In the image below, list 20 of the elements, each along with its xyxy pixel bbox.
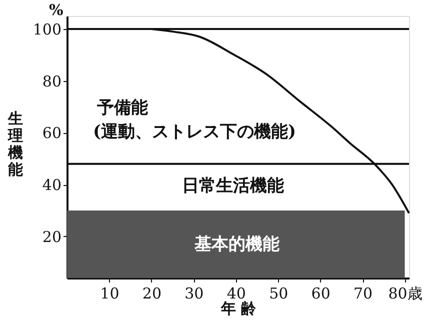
x-tick-label: 20 xyxy=(142,284,162,302)
annotation: 予備能 xyxy=(96,98,148,118)
annotation: (運動、ストレス下の機能) xyxy=(93,122,296,142)
x-tick-label: 80歳 xyxy=(388,284,422,302)
x-tick-label: 10 xyxy=(100,284,120,302)
x-tick-label: 30 xyxy=(184,284,204,302)
y-tick-label: 60 xyxy=(42,124,62,142)
text: % xyxy=(49,1,64,19)
y-tick-label: 100 xyxy=(32,20,62,38)
y-tick-label: 80 xyxy=(42,72,62,90)
band-label: 基本的機能 xyxy=(194,234,280,254)
annotation: 日常生活機能 xyxy=(182,176,284,196)
y-axis-title: 生理機能 xyxy=(7,110,24,178)
x-tick-label: 60 xyxy=(311,284,330,302)
x-tick-label: 40 xyxy=(226,284,246,302)
y-tick-label: 20 xyxy=(42,228,62,246)
x-tick-label: 50 xyxy=(269,284,288,302)
x-tick-label: 70 xyxy=(354,284,373,302)
x-axis-title: 年 齢 xyxy=(220,300,258,318)
y-tick-label: 40 xyxy=(42,176,62,194)
